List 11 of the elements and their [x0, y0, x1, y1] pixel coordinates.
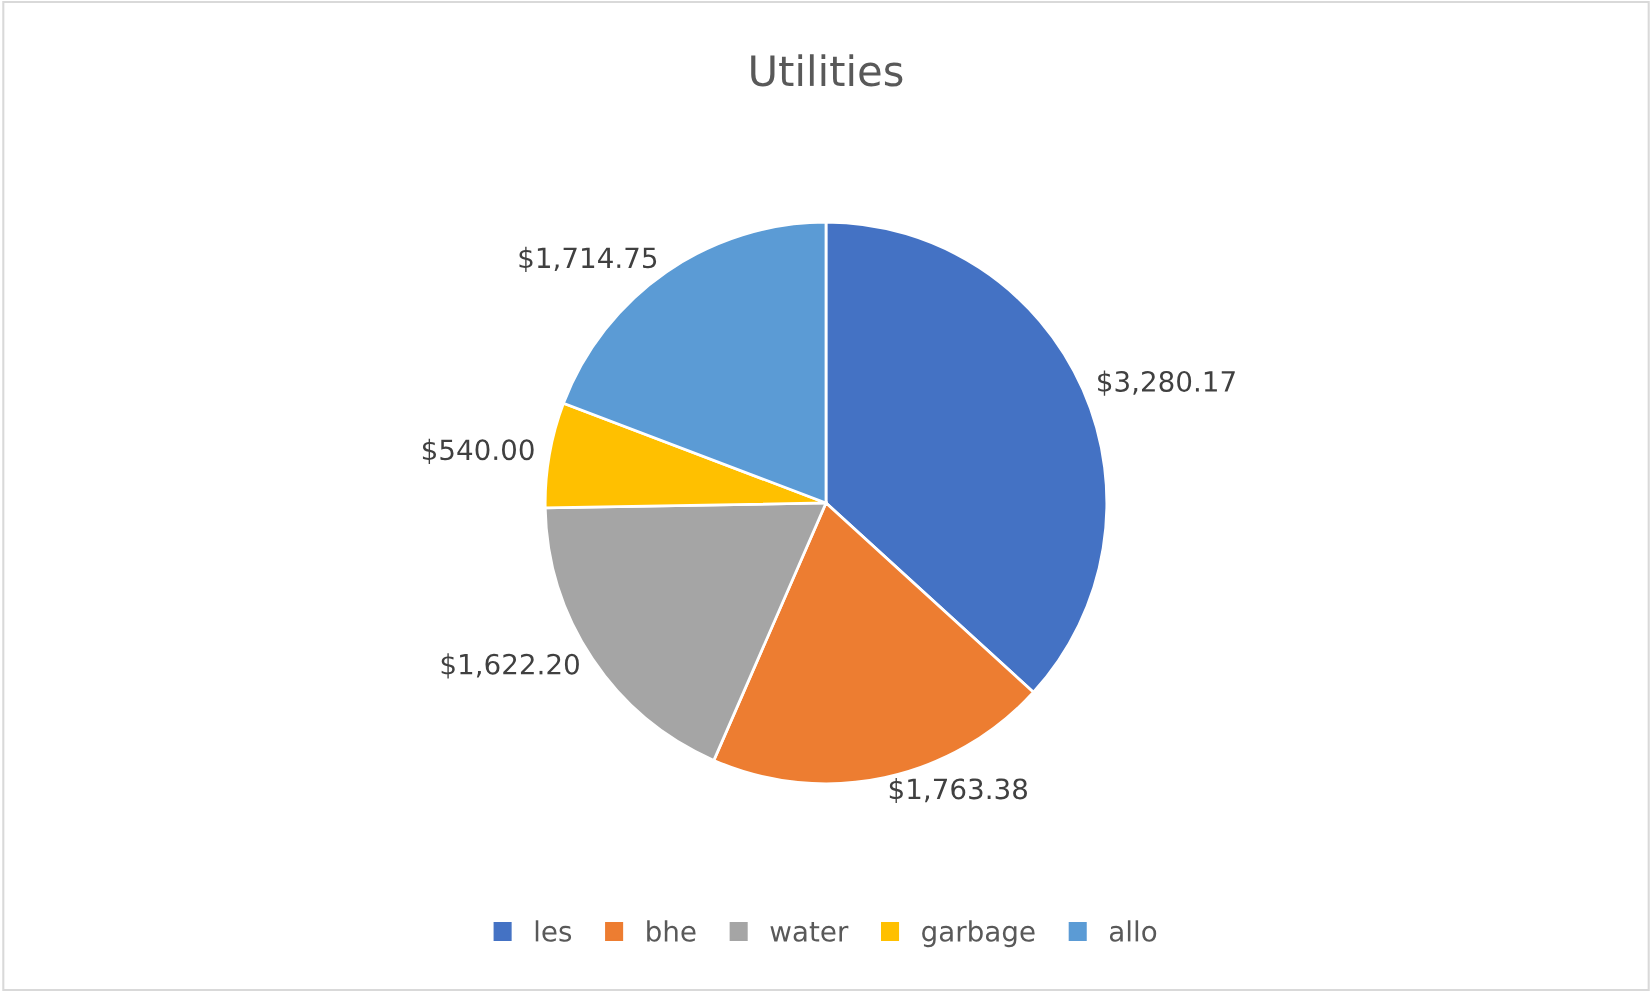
legend-label: water — [770, 921, 849, 942]
legend-label: bhe — [647, 920, 696, 942]
chart-title: Utilities — [751, 54, 903, 87]
data-label: $1,622.20 — [441, 653, 579, 679]
data-label: $3,280.17 — [1098, 370, 1235, 396]
data-label: $1,763.38 — [889, 777, 1027, 804]
legend-label: allo — [1109, 920, 1157, 942]
data-label: $540.00 — [422, 438, 534, 464]
legend-label: garbage — [922, 920, 1035, 948]
legend-label: les — [535, 920, 572, 942]
data-label: $1,714.75 — [519, 246, 657, 272]
